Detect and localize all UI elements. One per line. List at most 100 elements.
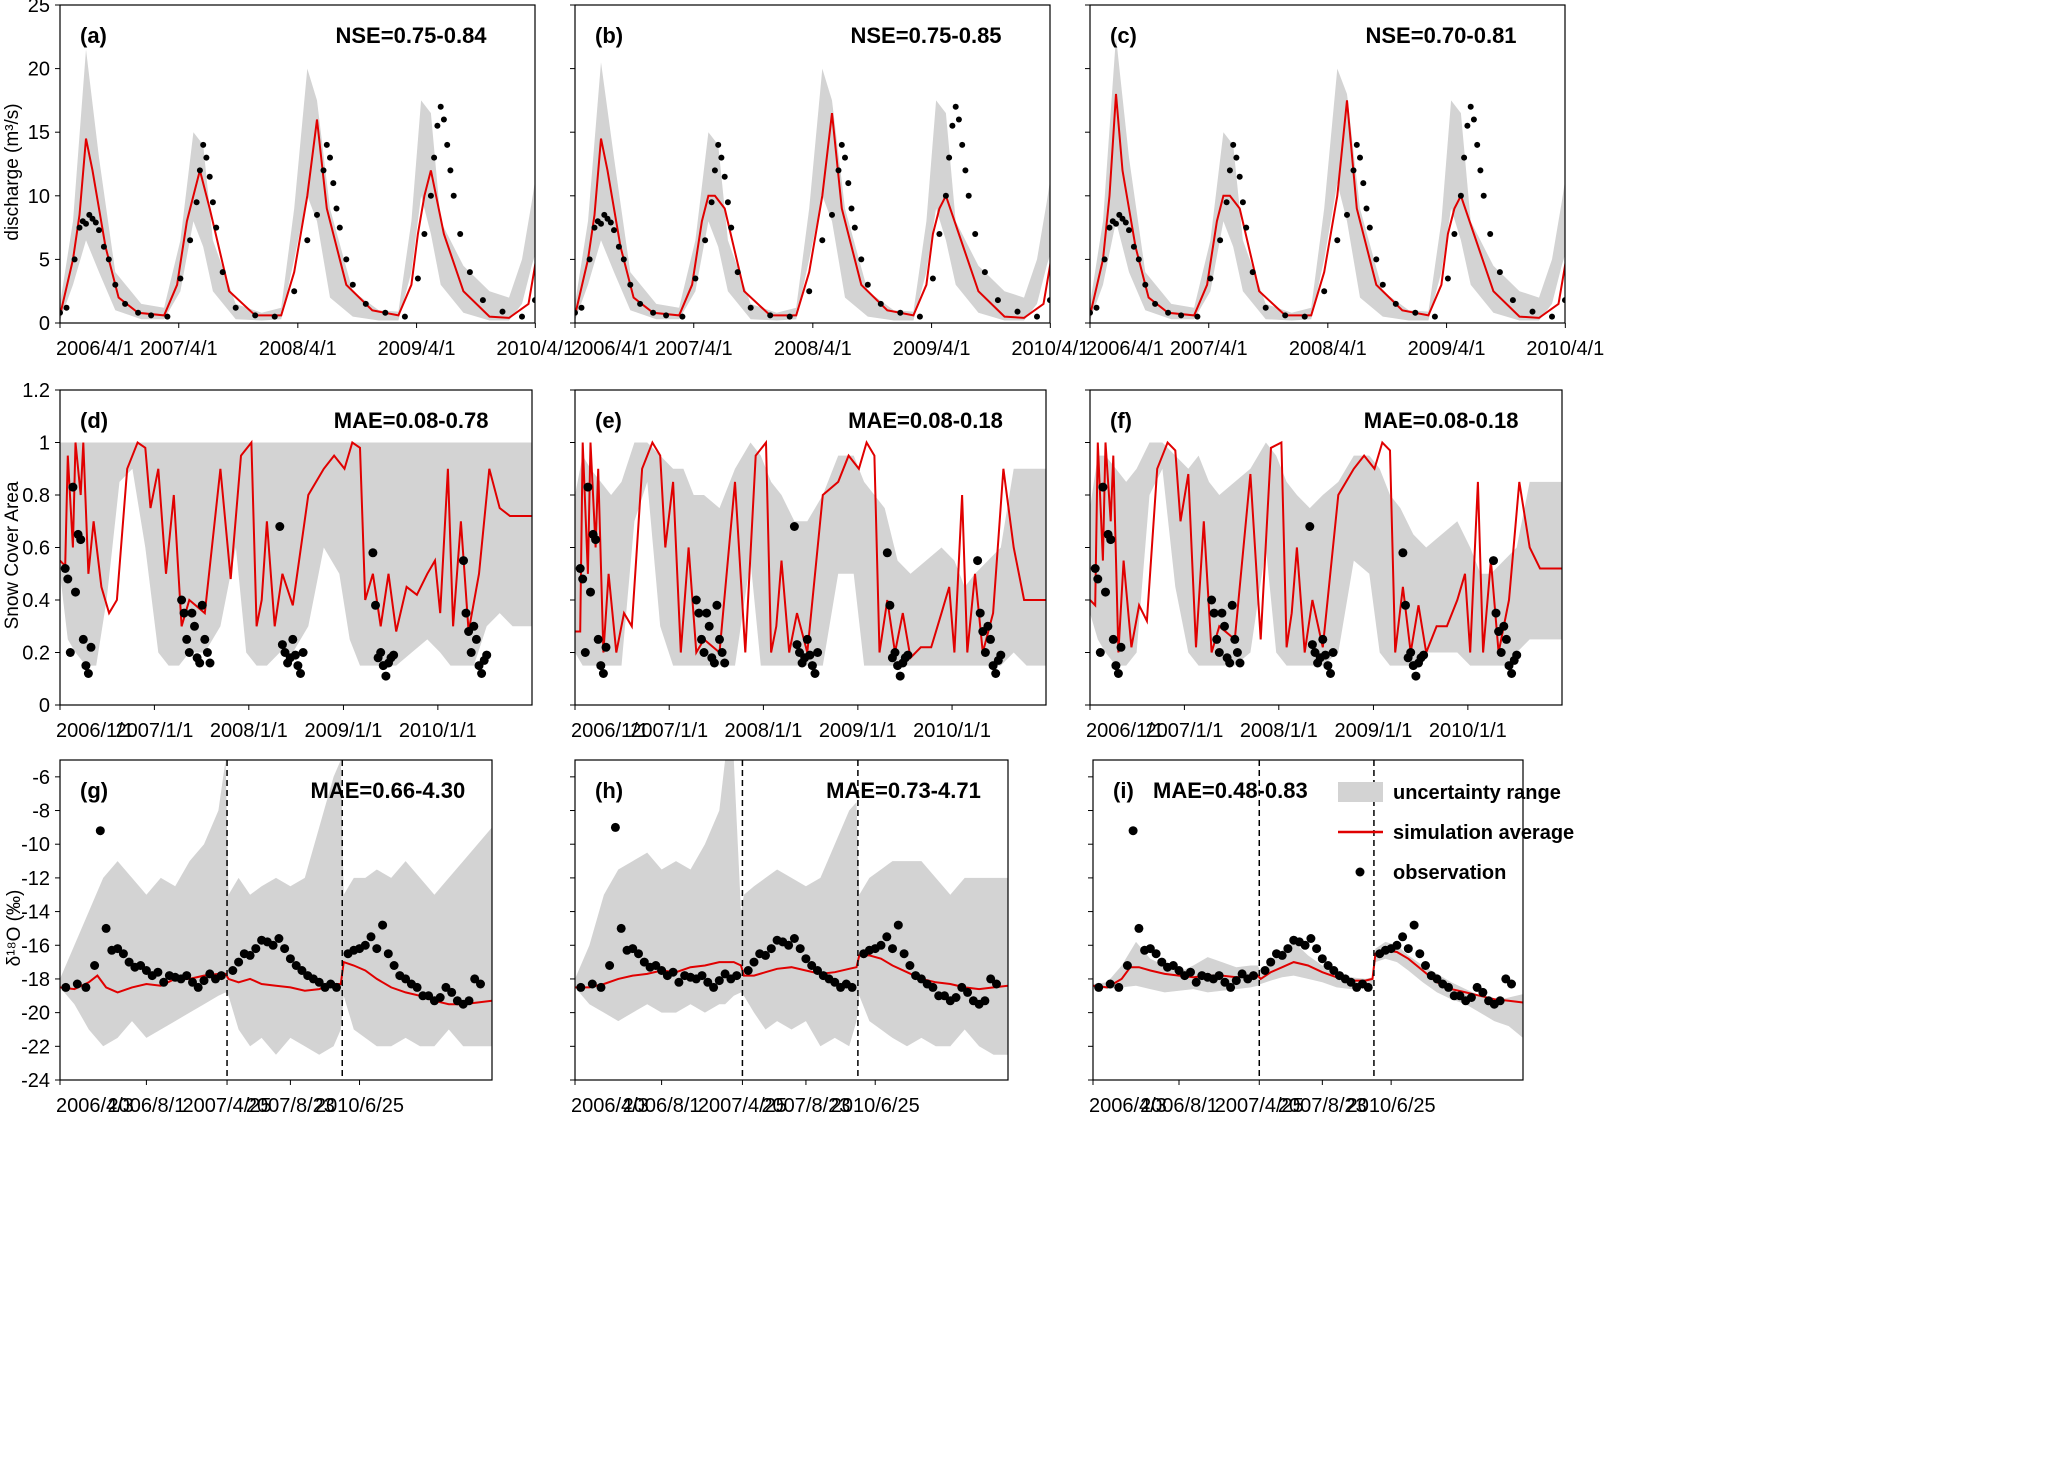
observation-point [724, 199, 731, 206]
observation-point [611, 227, 617, 234]
metric-annotation: NSE=0.75-0.84 [336, 23, 488, 48]
observation-point [184, 648, 194, 657]
observation-point [949, 122, 956, 129]
observation-point [81, 982, 91, 992]
observation-point [464, 996, 474, 1006]
observation-point [291, 288, 298, 295]
observation-point [1312, 944, 1322, 954]
x-tick-label: 2006/4/3 [1089, 1095, 1167, 1117]
y-tick-label: -16 [21, 935, 50, 957]
observation-point [466, 648, 476, 657]
observation-point [1496, 269, 1503, 276]
observation-point [1266, 957, 1276, 967]
observation-point [86, 642, 96, 652]
observation-point [1235, 658, 1245, 668]
uncertainty-band-i [1093, 941, 1523, 1038]
observation-point [105, 256, 112, 263]
observation-point [1461, 154, 1468, 161]
x-tick-label: 2007/8/23 [246, 1095, 335, 1117]
panel-label: (a) [80, 23, 107, 48]
x-tick-label: 2006/1/1 [571, 720, 649, 742]
observation-point [1398, 548, 1408, 558]
legend-simulation-label: simulation average [1393, 822, 1574, 844]
observation-point [349, 281, 356, 288]
simulation-line-c [1090, 93, 1565, 319]
x-tick-label: 2010/1/1 [1429, 720, 1507, 742]
y-tick-label: 0.4 [22, 590, 50, 612]
observation-point [314, 211, 320, 218]
observation-point [580, 648, 590, 657]
observation-point [813, 966, 822, 975]
observation-point [734, 269, 741, 276]
observation-point [1487, 231, 1494, 237]
observation-point [290, 650, 300, 660]
observation-point [1301, 313, 1308, 320]
observation-point [1225, 658, 1235, 668]
observation-point [466, 269, 473, 276]
observation-point [795, 944, 805, 954]
metric-annotation: MAE=0.08-0.18 [848, 408, 1003, 433]
y-tick-label: -18 [21, 969, 50, 991]
observation-point [1529, 308, 1536, 315]
observation-point [864, 281, 871, 288]
y-tick-label: -10 [21, 834, 50, 856]
observation-point [96, 227, 102, 234]
observation-point [708, 199, 715, 206]
observation-point [1466, 993, 1476, 1002]
observation-point [389, 650, 399, 660]
panel-label: (b) [595, 23, 623, 48]
x-tick-label: 2007/4/25 [183, 1095, 272, 1117]
observation-point [1212, 634, 1222, 644]
observation-point [583, 482, 593, 492]
observation-point [1094, 982, 1104, 992]
panel-label: (d) [80, 408, 108, 433]
observation-point [182, 971, 192, 981]
plot-frame-i [1092, 759, 1524, 1081]
observation-point [807, 661, 817, 671]
observation-point [610, 822, 620, 832]
observation-point [715, 141, 722, 148]
observation-point [806, 288, 813, 295]
observation-point [293, 661, 303, 671]
observation-point [720, 658, 730, 668]
observation-point [704, 621, 714, 631]
y-tick-label: 15 [28, 122, 50, 144]
x-tick-label: 2006/8/1 [107, 1095, 185, 1117]
observation-point [320, 167, 327, 174]
observation-point [1363, 205, 1370, 212]
observation-point [251, 944, 261, 954]
observation-point [578, 304, 585, 311]
observation-point [182, 634, 192, 644]
x-tick-label: 2010/6/25 [831, 1095, 920, 1117]
observation-point [332, 982, 341, 992]
observation-points-f [1090, 482, 1522, 681]
observation-point [1233, 154, 1240, 161]
observation-point [1209, 608, 1219, 618]
y-tick-label: 25 [28, 0, 50, 17]
metric-annotation: NSE=0.75-0.85 [851, 23, 1002, 48]
observation-point [1207, 595, 1217, 605]
observation-points-g [61, 826, 485, 1009]
observation-point [845, 180, 852, 187]
observation-point [378, 920, 388, 930]
panel-label: (f) [1110, 408, 1132, 433]
observation-point [1220, 621, 1229, 631]
observation-point [476, 979, 485, 989]
observation-point [431, 154, 438, 161]
observation-point [1392, 940, 1402, 950]
y-tick-label: -14 [21, 902, 50, 924]
observation-point [202, 648, 212, 657]
observation-point [747, 304, 754, 311]
simulation-line-b [575, 112, 1050, 319]
observation-point [1444, 982, 1453, 992]
observation-point [1014, 308, 1021, 315]
observation-point [177, 275, 184, 282]
observation-point [383, 949, 393, 959]
observation-point [601, 642, 611, 652]
observation-point [980, 996, 990, 1006]
metric-annotation: MAE=0.08-0.18 [1364, 408, 1519, 433]
observation-point [197, 600, 207, 610]
plot-area-f [1090, 440, 1562, 681]
observation-point [118, 949, 128, 959]
